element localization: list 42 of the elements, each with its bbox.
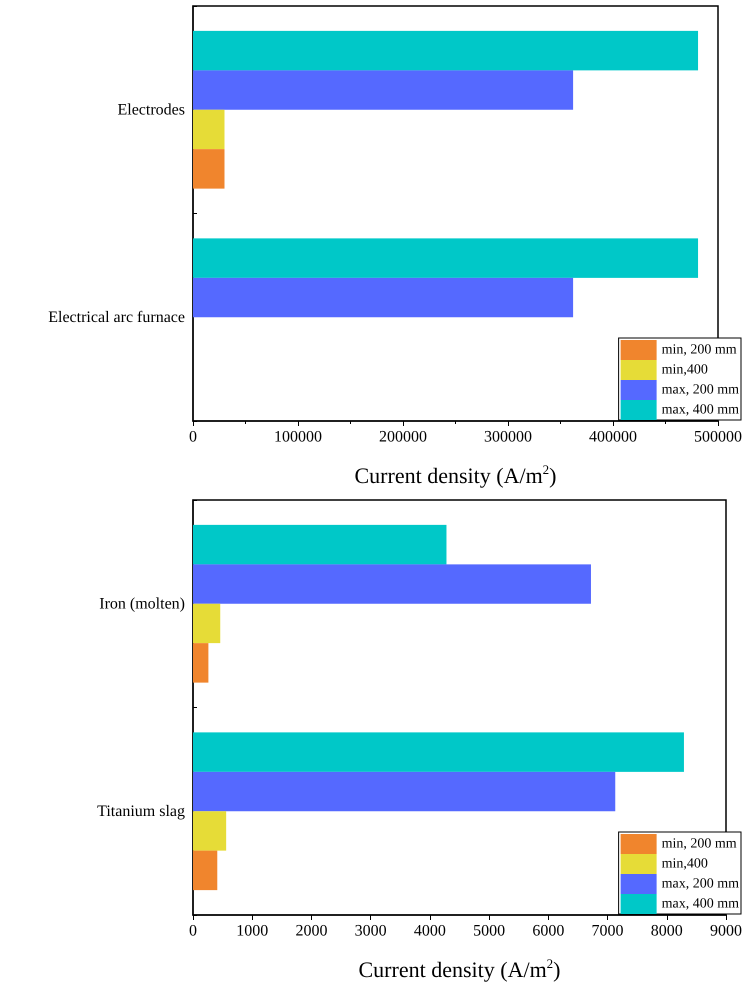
- legend-label: min, 200 mm: [662, 342, 737, 358]
- legend-label: max, 200 mm: [662, 876, 740, 892]
- x-tick-label: 3000: [354, 922, 387, 940]
- bar: [193, 564, 591, 604]
- x-tick-label: 6000: [532, 922, 564, 940]
- bar: [193, 524, 446, 564]
- legend-label: min,400: [662, 362, 708, 378]
- y-tick-label: Iron (molten): [99, 595, 185, 612]
- y-tick-label: Titanium slag: [97, 802, 185, 820]
- x-tick-label: 500000: [694, 428, 742, 446]
- x-tick-label: 4000: [414, 922, 446, 940]
- bar: [193, 604, 220, 644]
- bar: [193, 850, 218, 890]
- legend-label: max, 400 mm: [662, 896, 740, 912]
- y-tick-label: Electrodes: [117, 101, 185, 118]
- x-tick-label: 0: [189, 428, 197, 446]
- x-tick-label: 1000: [236, 922, 268, 940]
- bar: [193, 732, 684, 772]
- x-tick-label: 2000: [295, 922, 328, 940]
- bar: [193, 30, 698, 70]
- x-tick-label: 200000: [379, 428, 427, 446]
- bar: [193, 643, 208, 683]
- bar: [193, 70, 574, 110]
- bar: [193, 278, 574, 318]
- x-tick-label: 0: [189, 922, 197, 940]
- bar: [193, 149, 224, 189]
- legend-label: max, 200 mm: [662, 382, 740, 398]
- x-tick-label: 7000: [592, 922, 624, 940]
- legend-label: max, 400 mm: [662, 402, 740, 418]
- x-tick-label: 8000: [650, 922, 683, 940]
- x-tick-label: 5000: [473, 922, 506, 940]
- bar: [193, 811, 226, 851]
- bar: [193, 110, 224, 150]
- x-tick-label: 100000: [274, 428, 322, 446]
- bar: [193, 238, 698, 278]
- legend-label: min, 200 mm: [662, 836, 737, 852]
- x-tick-label: 300000: [484, 428, 532, 446]
- y-tick-label: Electrical arc furnace: [48, 308, 185, 326]
- x-tick-label: 400000: [589, 428, 637, 446]
- x-tick-label: 9000: [710, 922, 742, 940]
- legend-label: min,400: [662, 856, 708, 872]
- bar: [193, 772, 616, 812]
